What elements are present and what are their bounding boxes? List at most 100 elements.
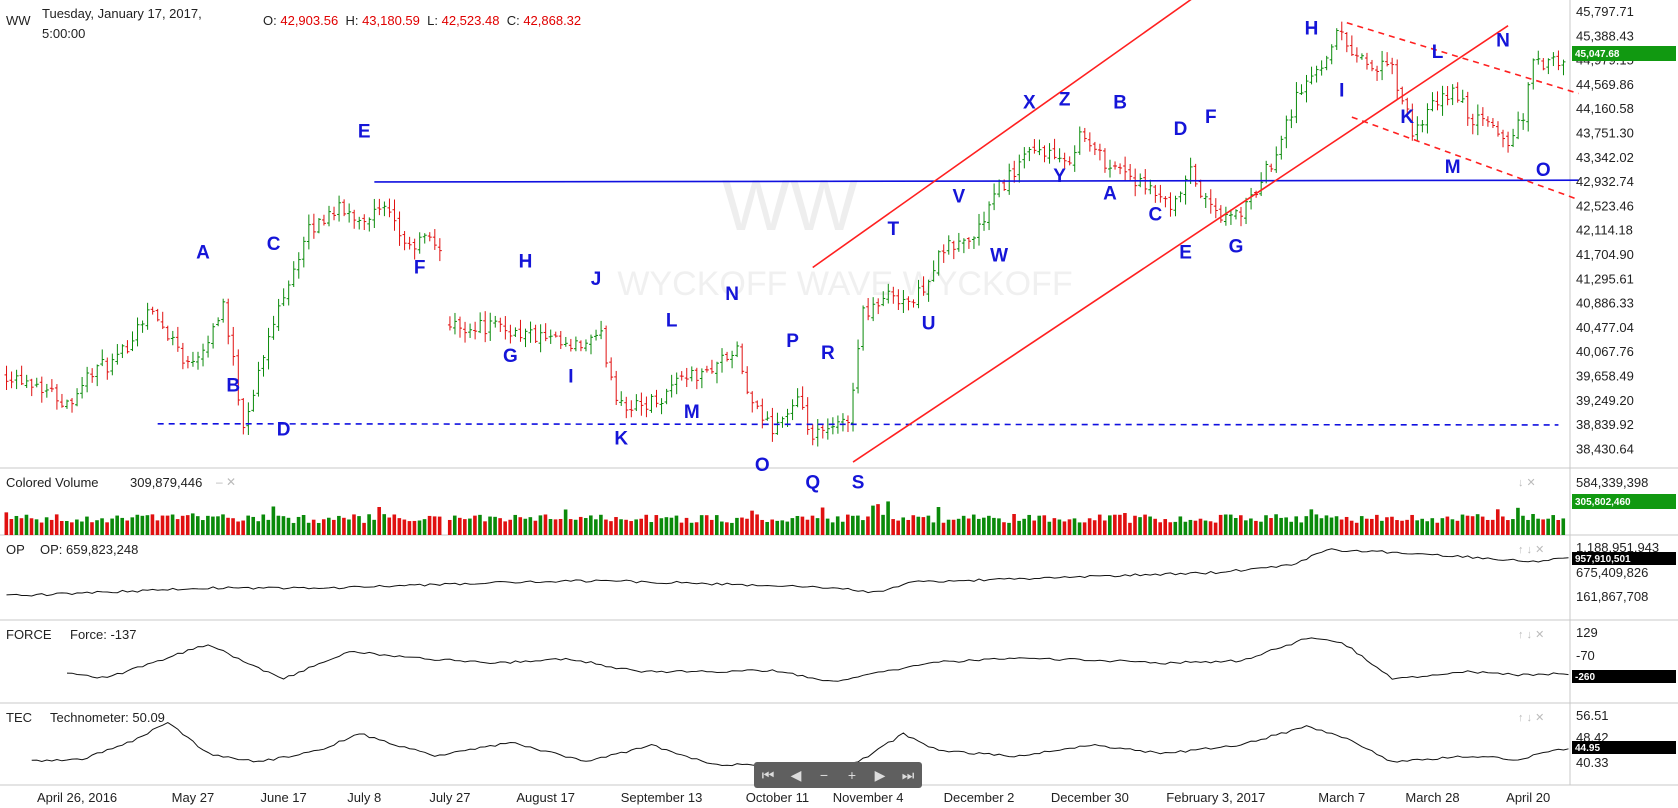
watermark-big: WW [722, 166, 858, 246]
volume-bar [1057, 519, 1062, 535]
volume-bar [936, 507, 941, 535]
volume-last-badge-text: 305,802,460 [1575, 497, 1631, 508]
volume-bar [478, 514, 482, 535]
volume-bar [1138, 517, 1142, 535]
volume-bar [966, 518, 971, 535]
volume-bar [271, 506, 276, 535]
volume-bar [14, 515, 19, 535]
price-axis-tick: 43,751.30 [1576, 126, 1634, 141]
wave-label: H [519, 251, 533, 272]
volume-bar [805, 519, 810, 535]
force-last-badge [1572, 670, 1676, 683]
x-axis-tick: April 26, 2016 [37, 790, 117, 805]
first-icon[interactable]: ⏮ [761, 766, 775, 783]
volume-bar [1017, 520, 1021, 535]
volume-bar [190, 513, 195, 535]
x-axis-tick: February 3, 2017 [1166, 790, 1265, 805]
zoom-out-icon[interactable]: − [819, 767, 829, 783]
price-axis-tick: 38,430.64 [1576, 441, 1634, 456]
volume-bar [830, 522, 835, 535]
volume-bar [639, 518, 643, 535]
force-value: Force: -137 [70, 627, 136, 642]
volume-bar [1067, 519, 1072, 535]
tec-axis-tick: 40.33 [1576, 755, 1609, 770]
force-line [66, 637, 1569, 682]
price-axis-tick: 42,932.74 [1576, 174, 1634, 189]
volume-bar [9, 519, 14, 535]
volume-bar [427, 515, 432, 535]
volume-last-badge [1572, 494, 1676, 509]
volume-bar [609, 521, 613, 535]
wave-label: E [1179, 243, 1192, 264]
volume-bar [1385, 517, 1389, 535]
volume-bar [286, 517, 291, 535]
volume-bar [1203, 520, 1208, 535]
volume-bar [155, 520, 160, 535]
volume-bar [558, 518, 563, 535]
volume-bar [468, 518, 472, 535]
volume-bar [49, 519, 54, 535]
volume-bar [1309, 509, 1314, 535]
wave-label: D [1174, 119, 1188, 140]
wave-label: P [786, 331, 799, 352]
x-axis-tick: November 4 [833, 790, 904, 805]
volume-bar [1485, 519, 1490, 535]
x-axis-tick: August 17 [516, 790, 575, 805]
wave-label: F [414, 257, 426, 278]
wave-label: C [267, 234, 281, 255]
force-last-badge-text: -260 [1575, 672, 1595, 683]
zoom-in-icon[interactable]: + [847, 767, 857, 783]
wave-label: A [196, 243, 210, 264]
x-axis-tick: October 11 [746, 790, 809, 805]
op-last-badge-text: 957,910,501 [1575, 554, 1631, 565]
op-axis-tick: 161,867,708 [1576, 589, 1648, 604]
volume-bar [629, 521, 633, 535]
volume-bar [1475, 514, 1480, 535]
volume-bar [780, 520, 785, 535]
volume-bar [226, 517, 230, 535]
high-label: H: [345, 13, 359, 28]
wave-label: N [725, 284, 739, 305]
volume-bar [1339, 519, 1344, 535]
volume-bar [1344, 516, 1349, 535]
volume-bar [206, 515, 210, 535]
volume-bar [871, 505, 875, 535]
volume-bar [941, 522, 946, 535]
volume-bar [1375, 514, 1379, 535]
volume-bar [463, 519, 467, 535]
volume-bar [785, 521, 790, 535]
volume-bar [1390, 516, 1394, 535]
volume-bar [1400, 520, 1404, 535]
volume-bar [1440, 518, 1445, 535]
volume-bar [815, 518, 820, 535]
volume-bar [110, 518, 114, 535]
op-axis-tick: 1,188,951,943 [1576, 540, 1659, 555]
wave-label: A [1103, 184, 1117, 205]
force-panel-controls-icon: ↑ ↓ ✕ [1518, 629, 1544, 641]
wave-label: J [591, 269, 602, 290]
prev-icon[interactable]: ◀ [790, 766, 802, 783]
tec-axis-tick: 56.51 [1576, 708, 1609, 723]
volume-bar [1410, 514, 1414, 535]
volume-bar [704, 515, 709, 535]
wave-label: I [568, 366, 573, 387]
volume-bar [342, 517, 346, 535]
last-icon[interactable]: ⏭ [901, 766, 915, 783]
volume-bar [740, 517, 744, 535]
volume-bar [1314, 514, 1319, 535]
next-icon[interactable]: ▶ [874, 766, 886, 783]
volume-bar [916, 516, 921, 535]
wave-label: S [852, 473, 865, 494]
volume-bar [694, 522, 699, 535]
tec-last-badge [1572, 741, 1676, 754]
volume-bar [926, 515, 931, 535]
volume-bar [1349, 520, 1354, 535]
volume-bar [946, 519, 951, 535]
volume-bar [125, 520, 130, 535]
volume-bar [1551, 515, 1556, 535]
volume-panel-controls-icon: ↓ ✕ [1518, 477, 1536, 489]
volume-bar [1022, 518, 1026, 535]
volume-bar [281, 516, 286, 535]
volume-bar [775, 520, 780, 535]
